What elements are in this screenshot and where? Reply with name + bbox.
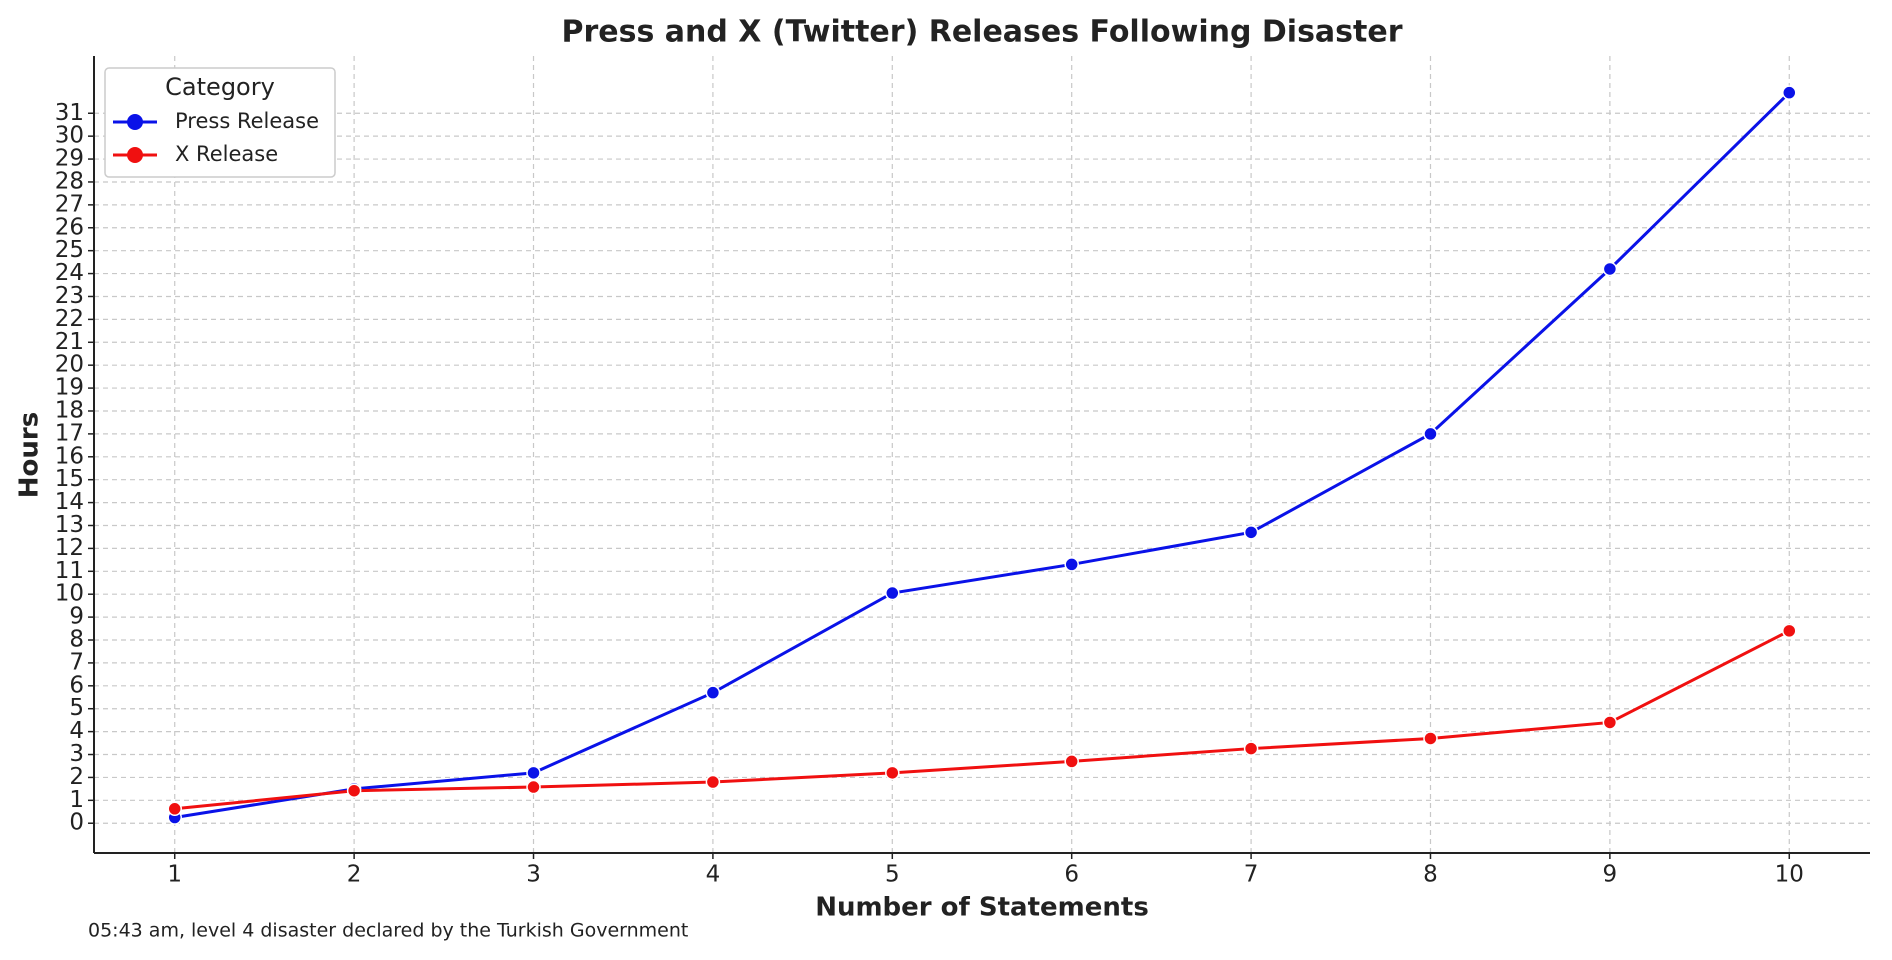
point: [1423, 731, 1438, 746]
point: [1423, 426, 1438, 442]
y-tick-label: 21: [55, 329, 84, 355]
y-tick-label: 9: [69, 604, 84, 630]
note: 05:43 am, level 4 disaster declared by t…: [88, 920, 688, 942]
x-tick-label: 4: [706, 862, 721, 888]
y-tick-label: 4: [69, 718, 84, 744]
y-tick-label: 22: [55, 306, 84, 332]
y-axis-label: Hours: [15, 412, 45, 498]
y-tick-label: 16: [55, 443, 84, 469]
y-tick-label: 10: [55, 581, 84, 607]
y-tick-label: 18: [55, 397, 84, 423]
point: [1782, 85, 1797, 100]
point: [1243, 741, 1259, 756]
legend: Category Press Release X Release: [104, 67, 336, 178]
y-tick-label: 17: [55, 420, 84, 446]
legend-label: Press Release: [175, 109, 319, 133]
y-tick-label: 24: [55, 260, 84, 286]
y-tick-label: 3: [69, 741, 84, 767]
point: [1064, 557, 1079, 572]
point: [526, 779, 541, 795]
y-tick-label: 27: [55, 191, 84, 217]
y-tick-label: 14: [55, 489, 84, 515]
x-tick-label: 1: [167, 862, 182, 888]
y-tick-label: 8: [69, 627, 84, 653]
y-tick-label: 30: [55, 123, 84, 149]
point: [705, 774, 721, 790]
legend-marker: [127, 147, 143, 163]
y-tick-label: 6: [69, 672, 84, 698]
x-tick-label: 3: [526, 862, 541, 888]
y-tick-label: 15: [55, 466, 84, 492]
y-tick-label: 23: [55, 283, 84, 309]
point: [1782, 623, 1797, 639]
point: [705, 685, 721, 700]
point: [885, 585, 900, 601]
x-tick-label: 5: [885, 862, 900, 888]
y-tick-label: 2: [69, 764, 84, 790]
y-tick-label: 26: [55, 214, 84, 240]
x-tick-label: 8: [1423, 862, 1438, 888]
x-axis-label: Number of Statements: [815, 893, 1149, 923]
series-line: [174, 629, 1790, 811]
x-tick-label: 9: [1603, 862, 1618, 888]
y-tick-label: 19: [55, 375, 84, 401]
y-tick-label: 5: [69, 695, 84, 721]
legend-box: [104, 67, 336, 178]
series-line: [174, 91, 1791, 819]
point: [526, 765, 541, 781]
y-tick-label: 1: [69, 787, 84, 813]
point: [1602, 261, 1618, 277]
x-tick-label: 10: [1775, 862, 1804, 888]
point: [1243, 525, 1259, 540]
legend-label: X Release: [175, 142, 278, 166]
point: [346, 783, 362, 798]
y-tick-label: 25: [55, 237, 84, 263]
y-tick-label: 11: [55, 558, 84, 584]
point: [167, 801, 182, 817]
point: [885, 765, 900, 781]
y-tick-label: 13: [55, 512, 84, 538]
point: [1602, 715, 1618, 730]
y-tick-label: 0: [69, 810, 84, 836]
y-tick-label: 29: [55, 146, 84, 172]
x-tick-label: 2: [347, 862, 362, 888]
legend-title: Category: [165, 73, 275, 101]
x-tick-label: 6: [1064, 862, 1079, 888]
y-tick-label: 28: [55, 168, 84, 194]
y-tick-label: 31: [55, 100, 84, 126]
y-tick-label: 7: [69, 649, 84, 675]
x-tick-label: 7: [1244, 862, 1259, 888]
chart-title: Press and X (Twitter) Releases Following…: [561, 15, 1402, 50]
y-tick-label: 20: [55, 352, 84, 378]
y-tick-label: 12: [55, 535, 84, 561]
legend-marker: [127, 114, 143, 130]
point: [1064, 754, 1079, 769]
